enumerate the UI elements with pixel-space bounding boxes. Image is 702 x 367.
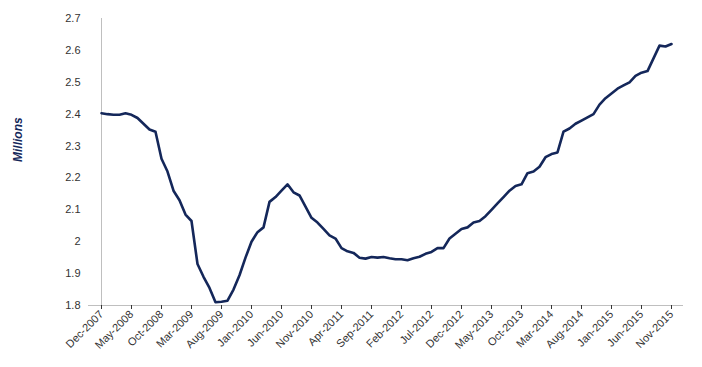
svg-text:2.7: 2.7 <box>65 12 80 24</box>
svg-text:Jun-2010: Jun-2010 <box>244 307 286 349</box>
svg-text:Feb-2012: Feb-2012 <box>364 308 406 350</box>
svg-text:May-2013: May-2013 <box>452 307 496 351</box>
svg-text:Aug-2009: Aug-2009 <box>183 307 226 351</box>
svg-text:Nov-2015: Nov-2015 <box>633 308 675 350</box>
svg-text:Millions: Millions <box>11 117 25 162</box>
svg-text:2.4: 2.4 <box>65 108 80 120</box>
svg-text:Mar-2014: Mar-2014 <box>513 307 556 350</box>
svg-text:May-2008: May-2008 <box>92 307 136 351</box>
svg-text:1.9: 1.9 <box>65 267 80 279</box>
svg-text:2.5: 2.5 <box>65 76 80 88</box>
svg-text:2.2: 2.2 <box>65 171 80 183</box>
svg-text:Jun-2015: Jun-2015 <box>604 307 646 349</box>
svg-text:Oct-2008: Oct-2008 <box>124 307 166 349</box>
svg-text:2: 2 <box>74 235 80 247</box>
svg-text:2.3: 2.3 <box>65 140 80 152</box>
svg-text:Mar-2009: Mar-2009 <box>153 307 196 350</box>
svg-text:Sep-2011: Sep-2011 <box>333 307 376 350</box>
svg-text:Jan-2010: Jan-2010 <box>214 307 256 349</box>
svg-text:1.8: 1.8 <box>65 299 80 311</box>
svg-text:2.1: 2.1 <box>65 203 80 215</box>
svg-text:Jul-2012: Jul-2012 <box>397 307 436 347</box>
svg-text:Dec-2007: Dec-2007 <box>63 307 106 351</box>
svg-text:Apr-2011: Apr-2011 <box>305 307 346 348</box>
svg-text:Oct-2013: Oct-2013 <box>484 307 526 349</box>
svg-text:Dec-2012: Dec-2012 <box>423 307 466 351</box>
svg-text:Aug-2014: Aug-2014 <box>543 307 586 351</box>
svg-text:Nov-2010: Nov-2010 <box>273 307 316 351</box>
svg-text:Jan-2015: Jan-2015 <box>574 307 616 349</box>
svg-text:2.6: 2.6 <box>65 44 80 56</box>
